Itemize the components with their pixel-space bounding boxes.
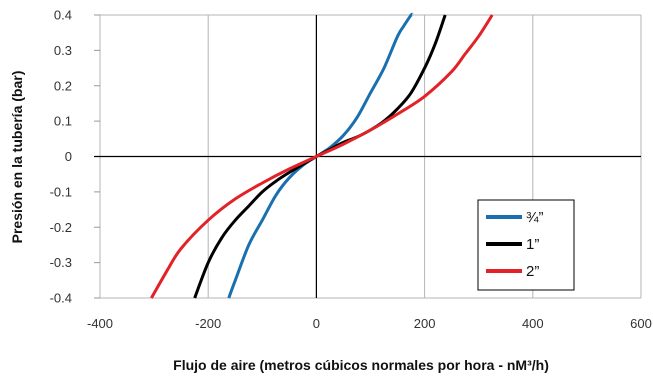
- axes: [94, 14, 641, 299]
- series-lines: [150, 12, 494, 299]
- y-tick-label: 0.4: [54, 8, 72, 23]
- y-tick-label: -0.1: [50, 184, 72, 199]
- series-line-3: [150, 14, 494, 299]
- x-tick-label: 600: [630, 316, 652, 331]
- y-tick-label: 0.3: [54, 43, 72, 58]
- x-tick-label: 400: [522, 316, 544, 331]
- legend: ¾” 1” 2”: [477, 199, 575, 291]
- series-line-1: [227, 12, 414, 299]
- legend-label-3: 2”: [526, 263, 539, 280]
- y-axis-title: Presión en la tubería (bar): [9, 71, 25, 244]
- y-tick-label: -0.3: [50, 255, 72, 270]
- y-tick-label: -0.2: [50, 220, 72, 235]
- x-tick-label: -200: [195, 316, 221, 331]
- y-tick-label: 0.2: [54, 78, 72, 93]
- y-tick-label: 0: [65, 149, 72, 164]
- y-tick-label: 0.1: [54, 114, 72, 129]
- x-axis-title: Flujo de aire (metros cúbicos normales p…: [173, 357, 549, 373]
- legend-label-1: ¾”: [526, 209, 544, 226]
- x-tick-label: 200: [414, 316, 436, 331]
- tick-labels: -400 -200 0 200 400 600 -0.4 -0.3 -0.2 -0.1 0 0.1 0.…: [50, 8, 652, 332]
- x-tick-label: -400: [87, 316, 113, 331]
- legend-label-2: 1”: [526, 236, 539, 253]
- y-tick-label: -0.4: [50, 291, 72, 306]
- x-tick-label: 0: [313, 316, 320, 331]
